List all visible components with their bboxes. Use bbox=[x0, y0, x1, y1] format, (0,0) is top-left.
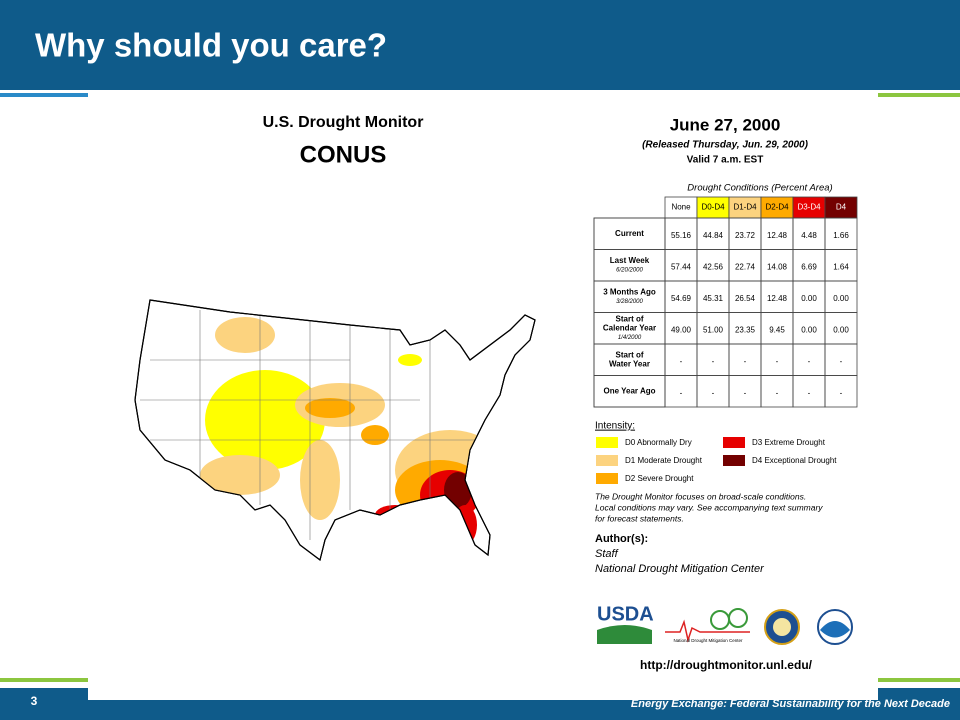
cell-value: 6.69 bbox=[801, 262, 817, 271]
cell-value: 12.48 bbox=[767, 231, 788, 240]
cell-value: 0.00 bbox=[833, 294, 849, 303]
cell-value: - bbox=[744, 388, 747, 397]
legend-heading: Intensity: bbox=[595, 421, 635, 432]
cell-value: 0.00 bbox=[833, 325, 849, 334]
cell-value: 45.31 bbox=[703, 294, 724, 303]
cell-value: - bbox=[776, 388, 779, 397]
released: (Released Thursday, Jun. 29, 2000) bbox=[642, 140, 808, 151]
row-date: 6/20/2000 bbox=[616, 267, 643, 273]
column-label: D3-D4 bbox=[797, 203, 821, 212]
row-label: 3 Months Ago bbox=[603, 287, 656, 296]
map-region: CONUS bbox=[300, 141, 387, 168]
valid: Valid 7 a.m. EST bbox=[687, 155, 764, 166]
page-number: 3 bbox=[31, 694, 38, 708]
slide-title: Why should you care? bbox=[35, 27, 387, 64]
cell-value: 0.00 bbox=[801, 294, 817, 303]
legend-swatch bbox=[596, 455, 618, 466]
accent bbox=[878, 93, 960, 97]
row-label: Water Year bbox=[609, 359, 650, 368]
legend-label: D2 Severe Drought bbox=[625, 474, 694, 483]
ndmc-logo: National Drought Mitigation Center bbox=[673, 638, 743, 643]
cell-value: - bbox=[712, 388, 715, 397]
conditions-table: None D0-D4 D1-D4 D2-D4 D3-D4 D4 Current 55.16 44… bbox=[593, 196, 858, 408]
row-date: 1/4/2000 bbox=[618, 335, 642, 341]
legend: D0 Abnormally Dry D1 Moderate Drought D2 S… bbox=[596, 437, 837, 484]
note: Local conditions may vary. See accompany… bbox=[595, 502, 823, 512]
column-label: D2-D4 bbox=[765, 203, 789, 212]
row-label: Calendar Year bbox=[603, 323, 656, 332]
cell-value: 51.00 bbox=[703, 325, 724, 334]
cell-value: 9.45 bbox=[769, 325, 785, 334]
url: http://droughtmonitor.unl.edu/ bbox=[640, 658, 813, 672]
cell-value: - bbox=[840, 388, 843, 397]
cell-value: 54.69 bbox=[671, 294, 692, 303]
date: June 27, 2000 bbox=[670, 115, 781, 134]
cell-value: 1.64 bbox=[833, 262, 849, 271]
cell-value: 49.00 bbox=[671, 325, 692, 334]
header-bar bbox=[0, 0, 960, 90]
author-heading: Author(s): bbox=[595, 533, 648, 545]
author: National Drought Mitigation Center bbox=[595, 563, 765, 575]
column-label: D1-D4 bbox=[733, 203, 757, 212]
row-date: 3/28/2000 bbox=[616, 299, 643, 305]
cell-value: 14.08 bbox=[767, 262, 788, 271]
cell-value: - bbox=[680, 357, 683, 366]
cell-value: 22.74 bbox=[735, 262, 756, 271]
cell-value: 57.44 bbox=[671, 262, 692, 271]
cell-value: 4.48 bbox=[801, 231, 817, 240]
cell-value: 42.56 bbox=[703, 262, 724, 271]
cell-value: - bbox=[776, 357, 779, 366]
accent bbox=[0, 93, 90, 97]
table-caption: Drought Conditions (Percent Area) bbox=[687, 183, 832, 194]
usda-swoosh bbox=[597, 625, 652, 644]
note: for forecast statements. bbox=[595, 513, 684, 523]
cell-value: - bbox=[680, 388, 683, 397]
column-label: D4 bbox=[836, 203, 847, 212]
legend-label: D0 Abnormally Dry bbox=[625, 438, 692, 447]
legend-label: D3 Extreme Drought bbox=[752, 438, 826, 447]
cell-value: - bbox=[712, 357, 715, 366]
legend-label: D1 Moderate Drought bbox=[625, 456, 703, 465]
row-label: Start of bbox=[616, 314, 644, 323]
column-label: D0-D4 bbox=[701, 203, 725, 212]
legend-swatch bbox=[723, 455, 745, 466]
usda-logo: USDA bbox=[597, 603, 654, 625]
legend-label: D4 Exceptional Drought bbox=[752, 456, 837, 465]
ndmc-icon bbox=[728, 608, 748, 628]
row-label: Last Week bbox=[610, 256, 650, 265]
column-label: None bbox=[671, 203, 691, 212]
cell-value: 23.72 bbox=[735, 231, 756, 240]
noaa-seal bbox=[820, 621, 850, 638]
cell-value: - bbox=[808, 388, 811, 397]
author: Staff bbox=[595, 548, 619, 560]
cell-value: 55.16 bbox=[671, 231, 692, 240]
cell-value: 23.35 bbox=[735, 325, 756, 334]
logos: USDA National Drought Mitigation Center bbox=[597, 603, 853, 645]
cell-value: 0.00 bbox=[801, 325, 817, 334]
value-cell bbox=[824, 375, 858, 408]
legend-swatch bbox=[723, 437, 745, 448]
row-label: Start of bbox=[616, 350, 644, 359]
cell-value: 1.66 bbox=[833, 231, 849, 240]
row-label: One Year Ago bbox=[603, 386, 655, 395]
cell-value: 26.54 bbox=[735, 294, 756, 303]
cell-value: - bbox=[744, 357, 747, 366]
cell-value: - bbox=[840, 357, 843, 366]
note: The Drought Monitor focuses on broad-sca… bbox=[595, 491, 806, 501]
legend-swatch bbox=[596, 437, 618, 448]
ndmc-icon bbox=[665, 619, 750, 643]
footer-text: Energy Exchange: Federal Sustainability … bbox=[631, 698, 950, 710]
doc-seal bbox=[773, 618, 791, 636]
legend-swatch bbox=[596, 473, 618, 484]
cell-value: 44.84 bbox=[703, 231, 724, 240]
row-label: Current bbox=[615, 229, 644, 238]
cell-value: - bbox=[808, 357, 811, 366]
cell-value: 12.48 bbox=[767, 294, 788, 303]
map-title: U.S. Drought Monitor bbox=[263, 114, 424, 131]
